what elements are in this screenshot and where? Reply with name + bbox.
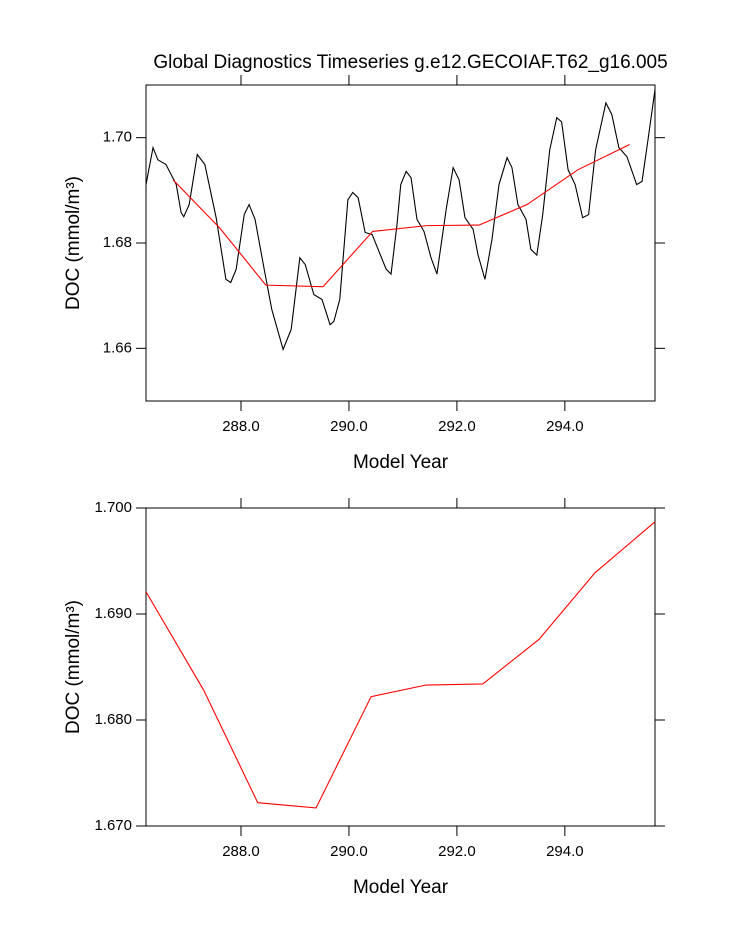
y-tick-label: 1.690 [94, 605, 132, 622]
y-axis-label: DOC (mmol/m³) [63, 176, 84, 310]
data-line [145, 521, 656, 809]
x-axis-label: Model Year [353, 877, 449, 898]
y-tick-label: 1.700 [94, 499, 132, 516]
y-axis-label: DOC (mmol/m³) [63, 600, 84, 734]
y-tick-label: 1.670 [94, 817, 132, 834]
x-tick-label: 290.0 [330, 843, 368, 860]
y-tick-label: 1.70 [103, 129, 132, 146]
chart-title: Global Diagnostics Timeseries g.e12.GECO… [153, 52, 667, 73]
y-tick-label: 1.68 [103, 234, 132, 251]
y-tick-label: 1.66 [103, 339, 132, 356]
x-tick-label: 292.0 [438, 843, 476, 860]
data-line [145, 89, 656, 352]
data-line [172, 144, 630, 288]
plot-frame [145, 507, 656, 827]
plot-frame [145, 84, 656, 402]
x-tick-label: 290.0 [330, 418, 368, 435]
y-tick-label: 1.680 [94, 711, 132, 728]
x-tick-label: 288.0 [222, 418, 260, 435]
x-tick-label: 288.0 [222, 843, 260, 860]
x-axis-label: Model Year [353, 452, 449, 473]
x-tick-label: 292.0 [438, 418, 476, 435]
x-tick-label: 294.0 [546, 418, 584, 435]
x-tick-label: 294.0 [546, 843, 584, 860]
